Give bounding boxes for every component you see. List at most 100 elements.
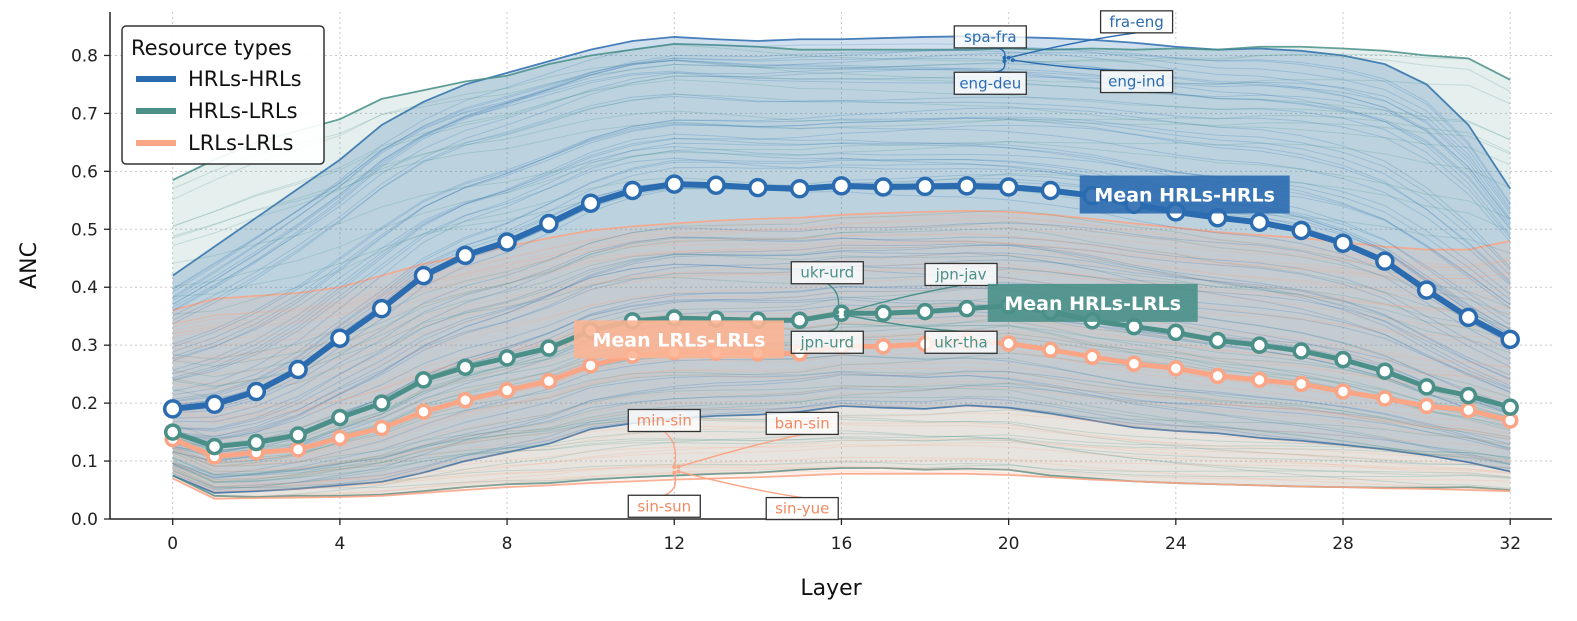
pair-line-lrls-lrls [172,412,1511,474]
pair-line-lrls-lrls [172,319,1511,424]
y-tick-label: 0.3 [71,336,98,356]
pair-line-hrls-lrls [172,115,1511,237]
mean-point-hrls-hrls [1416,280,1437,300]
pair-line-hrls-hrls [172,117,1511,357]
mean-point-hrls-lrls [205,437,224,456]
mean-point-hrls-lrls [1292,342,1310,360]
mean-label-box-hrls-lrls [987,283,1198,322]
pair-line-lrls-lrls [172,252,1511,363]
mean-point-hrls-lrls [958,299,976,318]
x-tick-label: 20 [998,534,1020,554]
annotation-arrowhead [672,464,677,469]
pair-line-hrls-hrls [172,59,1511,311]
mean-label-box-lrls-lrls [573,320,784,359]
annotation-box [1099,69,1174,94]
pair-line-hrls-lrls [172,323,1511,458]
mean-point-hrls-hrls [539,213,559,234]
pair-line-hrls-lrls [172,93,1511,247]
pair-line-hrls-hrls [172,107,1511,345]
annotation-arrow [678,470,803,499]
mean-point-lrls-lrls [1334,383,1352,400]
pair-line-lrls-lrls [172,361,1511,470]
annotation-label-spa-fra: spa-fra [964,28,1017,46]
y-axis-title: ANC [17,242,42,289]
pair-line-hrls-hrls [172,252,1511,437]
annotation-arrow [826,283,840,313]
annotation-arrowhead [835,314,840,319]
mean-point-hrls-hrls [957,176,977,196]
mean-point-lrls-lrls [1083,348,1101,366]
pair-line-hrls-hrls [172,243,1511,440]
max-line-hrls-hrls [172,35,1511,277]
annotation-box [953,25,1027,49]
mean-point-hrls-hrls [873,177,893,197]
y-tick-label: 0.2 [71,394,98,414]
pair-line-lrls-lrls [172,372,1511,464]
y-tick-label: 0.4 [71,278,98,298]
pair-line-hrls-hrls [172,52,1511,290]
pair-line-lrls-lrls [172,219,1511,328]
mean-point-hrls-hrls [915,176,935,197]
annotation-box [924,262,998,287]
x-tick-label: 0 [167,534,178,554]
pair-line-lrls-lrls [172,456,1511,500]
mean-point-hrls-lrls [498,349,516,367]
mean-point-hrls-hrls [622,180,643,201]
y-tick-label: 0.7 [71,104,98,124]
pair-line-lrls-lrls [172,386,1511,473]
pair-line-hrls-hrls [172,57,1511,305]
pair-line-hrls-hrls [172,93,1511,325]
pair-line-lrls-lrls [172,214,1511,325]
mean-point-hrls-lrls [1417,378,1436,396]
pair-line-hrls-hrls [172,404,1511,488]
pair-line-hrls-lrls [172,416,1511,484]
pair-line-lrls-lrls [172,444,1511,488]
annotation-box [627,494,701,518]
mean-point-hrls-hrls [1458,307,1479,328]
annotation-arrow [845,314,962,332]
annotation-box [790,261,864,285]
pair-line-hrls-lrls [172,384,1511,483]
mean-point-hrls-hrls [497,232,517,252]
mean-point-lrls-lrls [415,403,432,421]
mean-point-hrls-lrls [414,371,433,389]
mean-point-lrls-lrls [1209,367,1226,385]
mean-point-lrls-lrls [1000,335,1017,352]
pair-line-hrls-lrls [172,432,1511,498]
mean-label-lrls-lrls: Mean LRLs-LRLs [592,329,765,351]
annotation-arrowhead [1002,59,1007,64]
annotation-label-sin-sun: sin-sun [637,497,691,515]
pair-line-hrls-lrls [172,437,1511,483]
mean-point-hrls-hrls [371,298,392,319]
y-tick-label: 0.6 [71,162,98,182]
annotation-arrowhead [843,310,848,315]
pair-annotations: spa-fra fra-eng eng-deu eng-ind ukr-urd jpn-j… [627,10,1174,521]
pair-line-hrls-lrls [172,464,1511,489]
mean-point-hrls-hrls [831,176,852,196]
mean-point-hrls-hrls [580,193,601,213]
pair-line-hrls-hrls [172,50,1511,302]
pair-line-lrls-lrls [172,465,1511,493]
pair-line-hrls-hrls [172,250,1511,442]
pair-line-hrls-lrls [172,140,1511,287]
annotation-box [953,71,1027,95]
pair-line-hrls-lrls [172,434,1511,475]
annotation-arrowhead [1010,58,1015,63]
pair-line-hrls-hrls [172,124,1511,360]
annotation-label-ban-sin: ban-sin [775,414,830,432]
mean-point-hrls-lrls [1208,331,1227,350]
mean-point-lrls-lrls [498,382,516,399]
pair-line-hrls-lrls [172,396,1511,483]
annotation-label-ukr-tha: ukr-tha [934,333,987,351]
pair-line-hrls-hrls [172,354,1511,476]
min-line-lrls-lrls [172,472,1511,500]
pair-line-hrls-lrls [172,79,1511,228]
pair-line-hrls-lrls [172,370,1511,465]
band-lrls-lrls [172,210,1511,499]
pair-line-hrls-lrls [172,54,1511,190]
pair-line-hrls-hrls [172,163,1511,403]
mean-point-hrls-hrls [789,178,810,199]
x-tick-label: 8 [502,534,513,554]
annotation-arrowhead [676,464,681,469]
mean-point-hrls-lrls [1376,362,1394,380]
